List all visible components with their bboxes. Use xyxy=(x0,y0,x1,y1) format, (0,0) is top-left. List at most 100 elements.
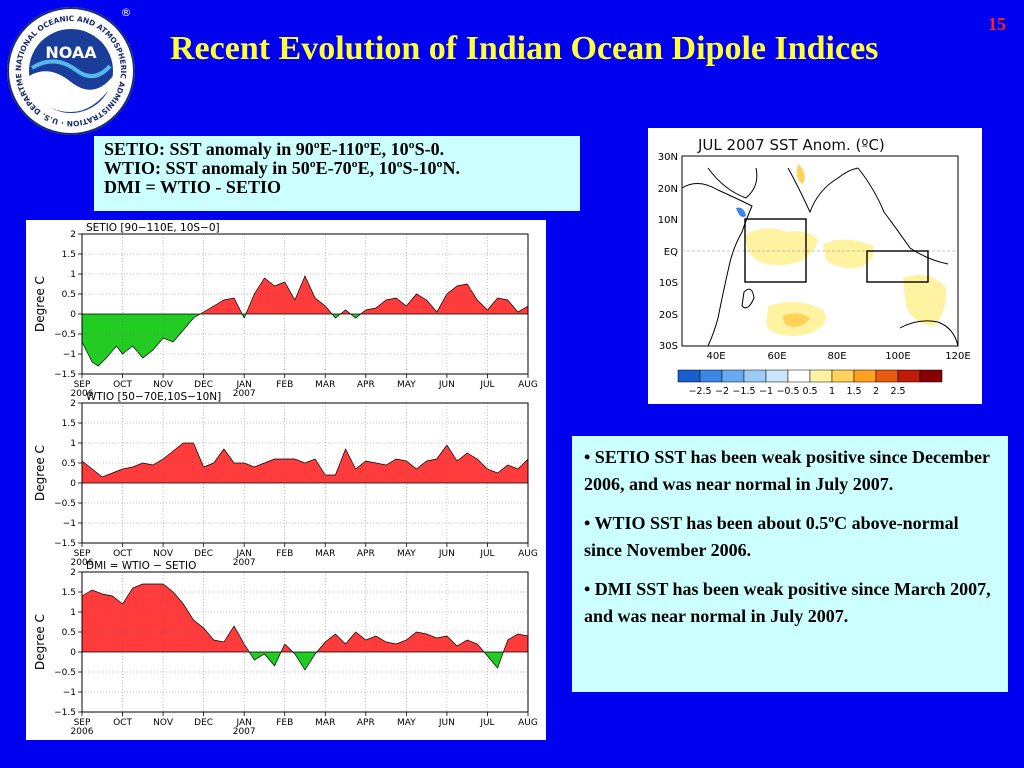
map-colorbar: −2.5 −2 −1.5 −1 −0.5 0.5 1 1.5 2 2.5 xyxy=(677,369,943,397)
x-tick-label: FEB xyxy=(276,380,293,390)
y-tick-label: −1.5 xyxy=(54,370,76,380)
y-tick-label: −1 xyxy=(63,688,76,698)
x-tick-label: FEB xyxy=(276,549,293,559)
warm-anomaly-east xyxy=(903,274,947,326)
x-tick-label: MAR xyxy=(315,549,335,559)
x-tick-label: DEC xyxy=(194,718,213,728)
summary-box: • SETIO SST has been weak positive since… xyxy=(572,436,1008,692)
india-coastline xyxy=(787,167,859,214)
x-tick-label: AUG xyxy=(518,380,538,390)
y-tick-label: 0.5 xyxy=(62,459,76,469)
warm-anomaly-central xyxy=(823,239,874,269)
x-tick-label: MAY xyxy=(397,380,416,390)
sst-anomaly-map: JUL 2007 SST Anom. (ºC) 30N xyxy=(648,128,982,404)
x-tick-label: SEP xyxy=(74,549,91,559)
index-charts-panel: −1.5 −1 −0.5 0 0.5 1 1.5 2 SEP 2006 OCT NOV DEC JAN 20… xyxy=(26,220,546,740)
plot-frame xyxy=(81,233,529,375)
page-number: 15 xyxy=(988,14,1006,34)
setio-region-box xyxy=(866,250,929,283)
colorbar-swatch xyxy=(677,369,701,383)
x-tick-label: APR xyxy=(357,718,375,728)
warm-anomaly-west xyxy=(745,228,818,265)
positive-anomaly-area xyxy=(82,276,528,314)
colorbar-label: −1 xyxy=(759,386,773,397)
map-x-tick: 40E xyxy=(706,351,725,362)
x-tick-label: JUL xyxy=(479,380,494,390)
colorbar-swatch xyxy=(919,369,943,383)
map-y-tick: EQ xyxy=(664,247,678,258)
colorbar-label: −2.5 xyxy=(688,386,711,397)
x-tick-label: JUN xyxy=(438,549,455,559)
x-tick-label: APR xyxy=(357,380,375,390)
y-tick-label: 2 xyxy=(70,568,76,578)
x-tick-label: SEP xyxy=(74,718,91,728)
summary-bullet-setio: • SETIO SST has been weak positive since… xyxy=(584,447,990,494)
x-tick-label: DEC xyxy=(194,380,213,390)
y-tick-label: 2 xyxy=(70,399,76,409)
x-tick-label: NOV xyxy=(153,380,174,390)
x-tick-label: JAN xyxy=(235,380,251,390)
y-tick-label: −0.5 xyxy=(54,499,76,509)
colorbar-swatch xyxy=(721,369,745,383)
x-tick-label: AUG xyxy=(518,718,538,728)
x-tick-year-label: 2006 xyxy=(71,389,94,399)
colorbar-swatch xyxy=(765,369,789,383)
colorbar-swatch xyxy=(875,369,899,383)
x-tick-label: MAY xyxy=(397,718,416,728)
y-tick-label: 2 xyxy=(70,230,76,240)
definitions-box: SETIO: SST anomaly in 90ºE-110ºE, 10ºS-0… xyxy=(94,136,580,211)
y-tick-label: 1 xyxy=(70,608,76,618)
colorbar-label: −0.5 xyxy=(776,386,799,397)
colorbar-swatch xyxy=(809,369,833,383)
chart-title: SETIO [90−110E, 10S−0] xyxy=(86,222,220,234)
map-y-tick: 20S xyxy=(659,310,678,321)
map-x-tick: 120E xyxy=(945,351,970,362)
negative-anomaly-area xyxy=(82,652,528,670)
map-x-tick: 60E xyxy=(767,351,786,362)
definition-wtio: WTIO: SST anomaly in 50ºE-70ºE, 10ºS-10º… xyxy=(104,158,461,178)
definition-dmi: DMI = WTIO - SETIO xyxy=(104,177,281,197)
colorbar-swatch xyxy=(853,369,877,383)
logo-center-text: NOAA xyxy=(45,43,97,62)
y-tick-label: 1.5 xyxy=(62,419,76,429)
x-tick-label: JUN xyxy=(438,718,455,728)
x-tick-year-label: 2007 xyxy=(233,558,256,568)
y-tick-label: 1.5 xyxy=(62,588,76,598)
x-tick-year-label: 2006 xyxy=(71,558,94,568)
colorbar-label: 0.5 xyxy=(802,386,817,397)
y-tick-label: 1 xyxy=(70,270,76,280)
plot-frame xyxy=(81,402,529,544)
x-tick-label: OCT xyxy=(113,718,132,728)
y-axis-label: Degree C xyxy=(33,614,47,670)
x-tick-label: APR xyxy=(357,549,375,559)
x-tick-year-label: 2007 xyxy=(233,727,256,737)
arabia-coastline xyxy=(707,167,758,199)
x-tick-label: JAN xyxy=(235,718,251,728)
map-x-axis: 40E 60E 80E 100E 120E xyxy=(706,351,970,362)
summary-bullet-dmi: • DMI SST has been weak positive since M… xyxy=(584,579,991,626)
y-tick-label: −1.5 xyxy=(54,539,76,549)
x-tick-label: FEB xyxy=(276,718,293,728)
map-y-tick: 10N xyxy=(658,215,678,226)
colorbar-swatch xyxy=(787,369,811,383)
series-line xyxy=(81,583,529,671)
map-y-tick: 30S xyxy=(659,341,678,352)
negative-anomaly-area xyxy=(82,314,528,366)
y-tick-label: 1 xyxy=(70,439,76,449)
cool-anomaly-somali xyxy=(736,207,746,217)
colorbar-label: 2.5 xyxy=(890,386,905,397)
map-y-tick: 20N xyxy=(658,184,678,195)
chart-title: DMI = WTIO − SETIO xyxy=(86,560,196,572)
x-tick-label: AUG xyxy=(518,549,538,559)
colorbar-label: 2 xyxy=(873,386,879,397)
plot-frame xyxy=(81,571,529,713)
y-axis-label: Degree C xyxy=(33,445,47,501)
warm-anomaly-north xyxy=(796,164,805,184)
registered-mark: ® xyxy=(121,6,132,19)
x-tick-label: OCT xyxy=(113,380,132,390)
y-tick-label: 0 xyxy=(70,310,76,320)
y-tick-label: −1.5 xyxy=(54,708,76,718)
australia-coastline xyxy=(899,320,959,347)
